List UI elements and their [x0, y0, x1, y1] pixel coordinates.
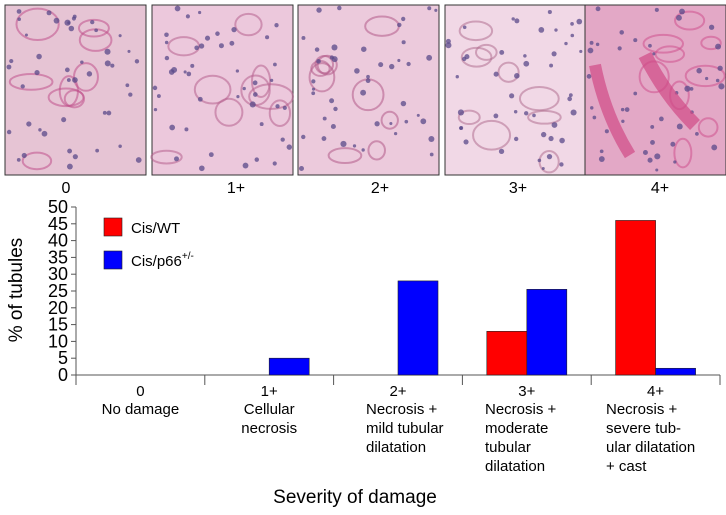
y-tick-label: 25 [48, 281, 68, 301]
bar [268, 357, 310, 376]
legend-label: Cis/p66+/- [131, 251, 194, 270]
bar [655, 367, 696, 376]
bar [526, 289, 568, 376]
category-description: No damage [102, 401, 180, 418]
category-description: tubular [485, 439, 531, 456]
y-tick-label: 35 [48, 247, 68, 267]
x-axis-title: Severity of damage [273, 487, 437, 508]
y-tick-label: 30 [48, 264, 68, 284]
x-tick-label: 0 [136, 383, 144, 400]
legend-label: Cis/WT [131, 220, 180, 237]
y-tick-label: 5 [58, 348, 68, 368]
category-description: dilatation [366, 439, 426, 456]
legend-swatch [103, 217, 123, 237]
category-description: severe tub- [606, 420, 681, 437]
category-description: ular dilatation [606, 439, 695, 456]
bar [486, 331, 528, 376]
y-tick-label: 50 [48, 197, 68, 217]
panel-label: 3+ [509, 180, 527, 197]
panel-label: 4+ [651, 180, 669, 197]
y-tick-label: 15 [48, 315, 68, 335]
x-tick-label: 2+ [389, 383, 406, 400]
y-tick-label: 20 [48, 298, 68, 318]
y-tick-label: 10 [48, 331, 68, 351]
panel-label: 0 [62, 180, 71, 197]
x-tick-label: 4+ [647, 383, 664, 400]
legend-swatch [103, 250, 123, 270]
category-description: mild tubular [366, 420, 444, 437]
x-tick-label: 1+ [261, 383, 278, 400]
y-tick-label: 40 [48, 231, 68, 251]
y-tick-label: 0 [58, 365, 68, 385]
category-description: necrosis [241, 420, 297, 437]
category-description: + cast [606, 458, 647, 475]
bar [397, 280, 439, 376]
panel-label: 1+ [227, 180, 245, 197]
bar [615, 220, 656, 376]
histology-panel: 4+ [584, 4, 726, 197]
y-tick-label: 45 [48, 214, 68, 234]
category-description: moderate [485, 420, 548, 437]
y-axis-title: % of tubules [6, 238, 27, 343]
category-description: Necrosis + [606, 401, 678, 418]
category-description: Necrosis + [366, 401, 438, 418]
histology-panel: 0 [4, 4, 147, 197]
category-description: Cellular [244, 401, 295, 418]
legend: Cis/WT Cis/p66+/- [103, 217, 194, 270]
x-tick-label: 3+ [518, 383, 535, 400]
category-description: dilatation [485, 458, 545, 475]
category-description: Necrosis + [485, 401, 557, 418]
histology-panels: 0 1+ 2+ 3+ 4+ [4, 4, 726, 197]
histology-panel: 3+ [444, 4, 587, 197]
histology-panel: 1+ [150, 4, 294, 197]
bars [268, 220, 696, 376]
histology-panel: 2+ [297, 4, 440, 197]
panel-label: 2+ [371, 180, 389, 197]
